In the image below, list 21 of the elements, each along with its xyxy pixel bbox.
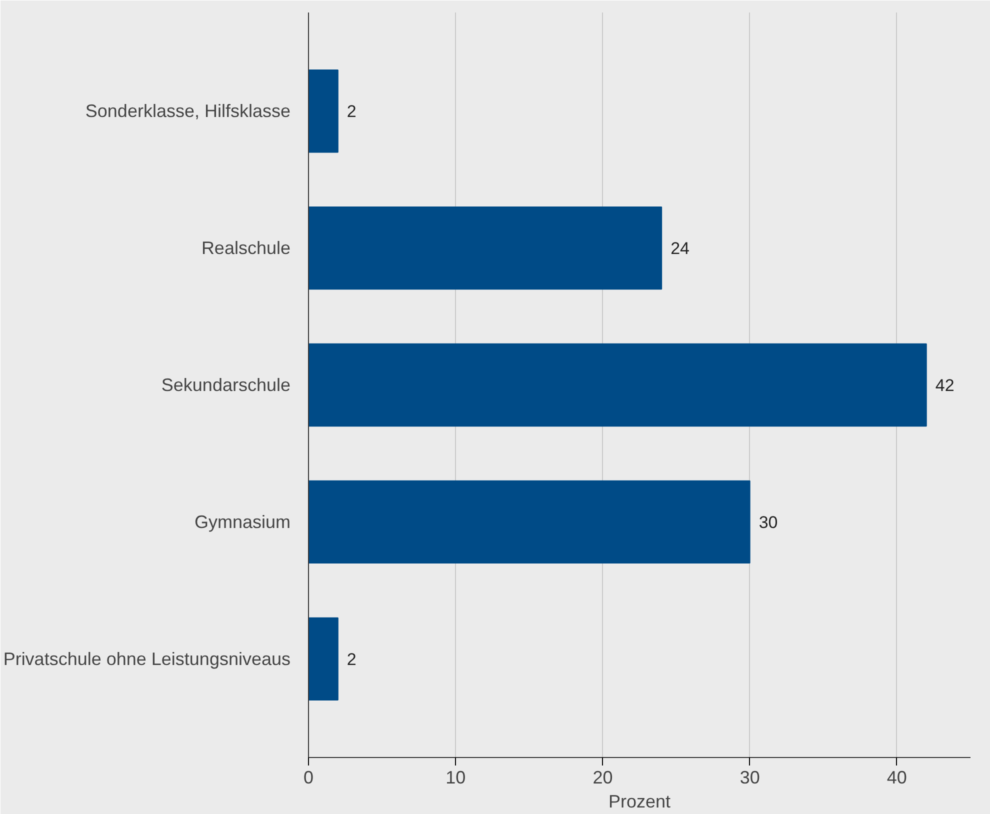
data-label: 2 [346,102,356,122]
x-tick-label: 40 [886,768,907,788]
bar [308,617,338,700]
x-tick-label: 20 [592,768,613,788]
y-tick-label: Sonderklasse, Hilfsklasse [85,101,291,122]
x-axis-title: Prozent [608,792,671,812]
data-label: 42 [935,376,954,395]
x-tick-label: 10 [446,768,466,788]
data-label: 2 [346,650,356,669]
y-tick-label: Sekundarschule [161,375,291,395]
y-tick-label: Realschule [201,238,291,258]
y-tick-label: Gymnasium [194,512,291,532]
bar [308,343,927,427]
data-label: 30 [758,512,778,532]
y-tick-label: Privatschule ohne Leistungsniveaus [3,648,291,669]
bar [308,206,662,290]
x-tick-label: 0 [303,768,314,788]
x-tick-label: 30 [740,768,760,788]
bar [308,480,750,564]
bar [308,70,338,153]
data-label: 24 [670,239,690,258]
